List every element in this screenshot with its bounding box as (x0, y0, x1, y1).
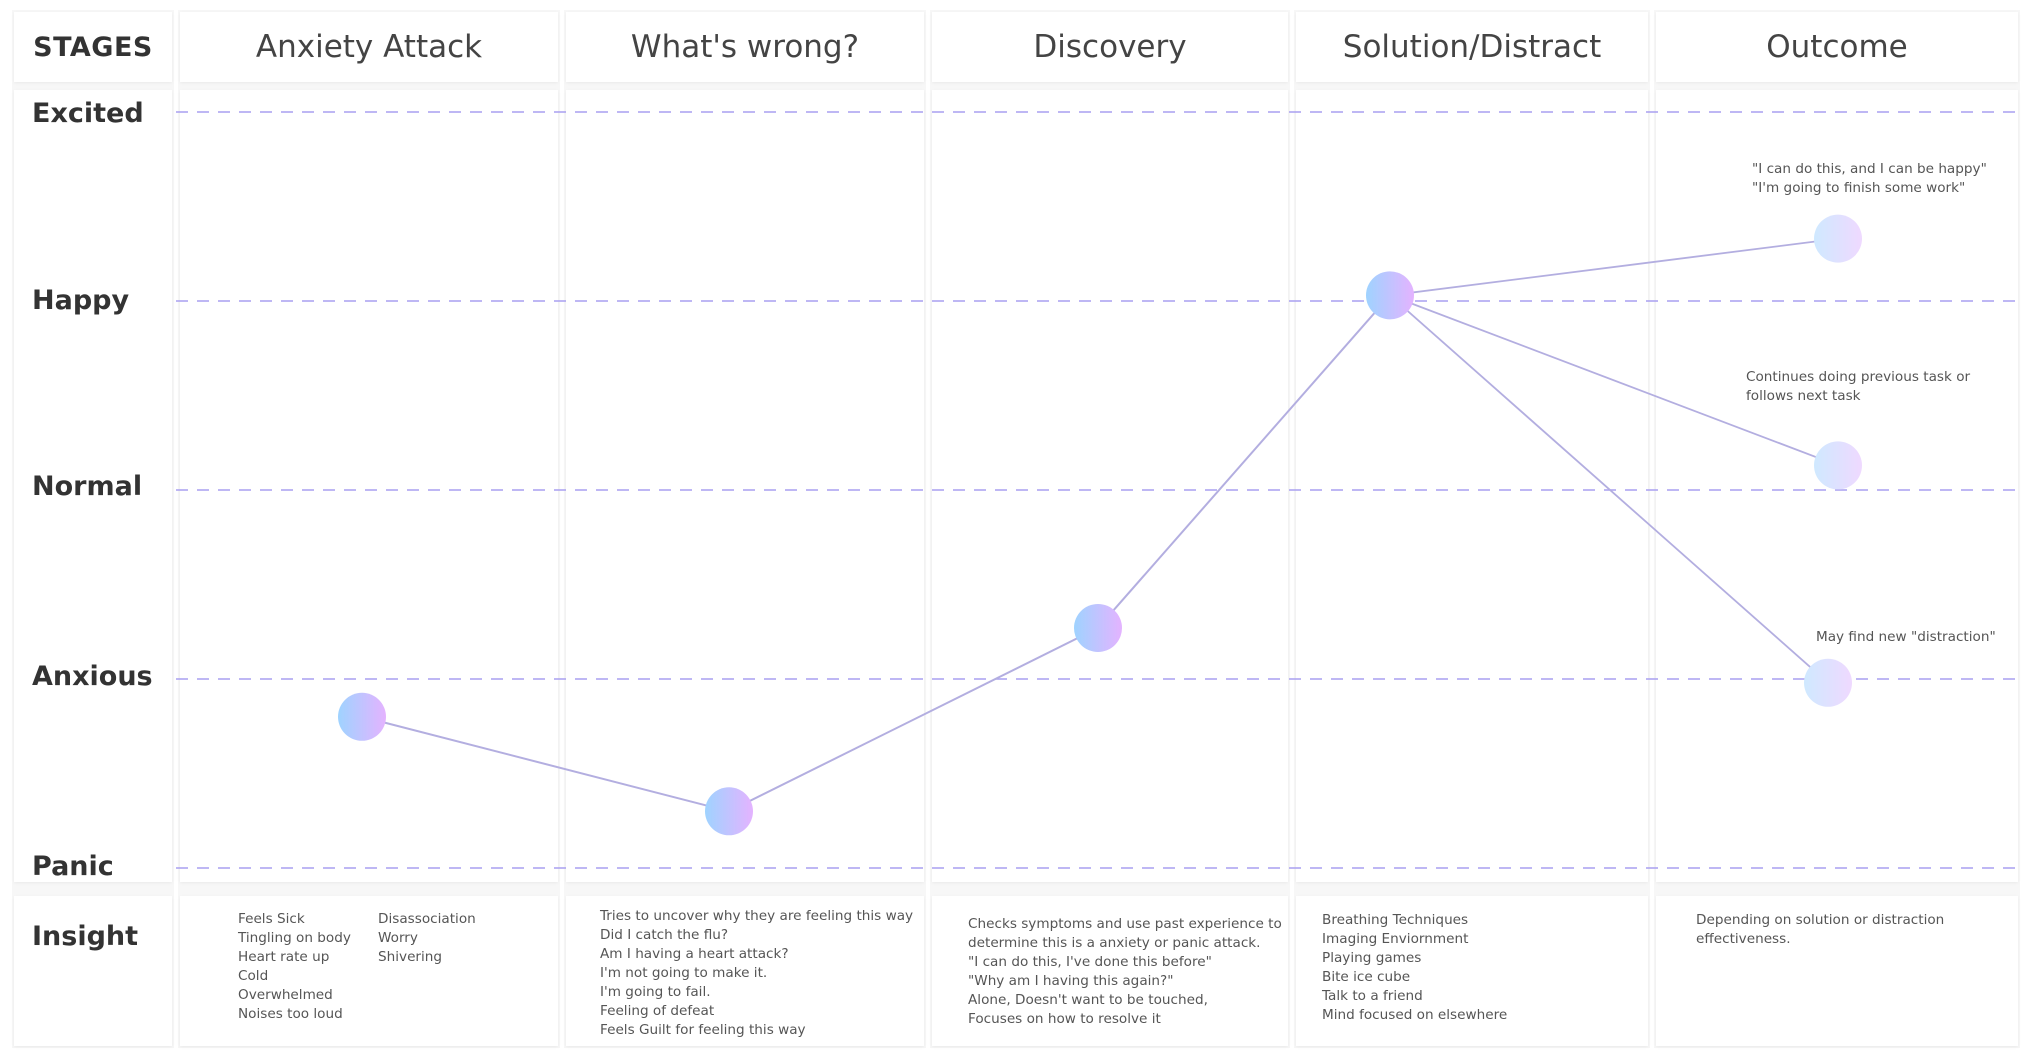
insight-cell-anxiety-attack (180, 896, 558, 1046)
stage-header-anxiety-attack (180, 12, 558, 82)
insight-item: Depending on solution or distraction (1696, 912, 1945, 928)
outcome-node (1814, 441, 1862, 490)
insight-item: Playing games (1322, 950, 1422, 966)
annotation-outcome-anxious: May find new "distraction" (1816, 628, 1996, 647)
emotion-label-anxious: Anxious (32, 661, 153, 692)
stage-header-discovery (932, 12, 1288, 82)
insight-item: Mind focused on elsewhere (1322, 1007, 1508, 1023)
chart-cell-whats-wrong (566, 90, 924, 882)
annotation-outcome-normal: Continues doing previous task or follows… (1746, 368, 1970, 406)
insight-cell-solution (1296, 896, 1648, 1046)
journey-node (705, 787, 753, 836)
journey-connector (728, 627, 1099, 813)
stage-title-anxiety-attack: Anxiety Attack (255, 29, 483, 65)
annotation-line: "I can do this, and I can be happy" (1752, 161, 1987, 177)
insight-item: Focuses on how to resolve it (968, 1011, 1161, 1027)
insight-cell-whats-wrong (566, 896, 924, 1046)
insight-item: determine this is a anxiety or panic att… (968, 935, 1261, 951)
stage-header-solution (1296, 12, 1648, 82)
insight-item: Feeling of defeat (600, 1003, 715, 1019)
stage-header-outcome (1656, 12, 2018, 82)
stage-title-whats-wrong: What's wrong? (630, 29, 860, 65)
journey-node (338, 692, 386, 741)
insight-item: Bite ice cube (1322, 969, 1411, 985)
chart-cell-labels (14, 90, 172, 882)
chart-cell-discovery (932, 90, 1288, 882)
stages-header-cell (14, 12, 172, 82)
insight-list-discovery: Checks symptoms and use past experience … (968, 915, 1282, 1029)
insight-list-anxiety-col1: Feels Sick Tingling on body Heart rate u… (238, 910, 351, 1024)
branch-connector (1389, 294, 1839, 467)
insight-item: Overwhelmed (238, 987, 333, 1003)
insight-item: Alone, Doesn't want to be touched, (968, 992, 1208, 1008)
stage-title-outcome: Outcome (1766, 29, 1908, 65)
insight-item: Checks symptoms and use past experience … (968, 916, 1282, 932)
outcome-node (1804, 658, 1852, 707)
annotation-line: "I'm going to finish some work" (1752, 180, 1966, 196)
emotion-label-excited: Excited (32, 98, 144, 129)
annotation-line: May find new "distraction" (1816, 629, 1996, 645)
emotion-label-happy: Happy (32, 285, 130, 316)
insight-item: Talk to a friend (1322, 988, 1423, 1004)
insight-label: Insight (32, 921, 139, 952)
annotation-line: follows next task (1746, 388, 1861, 404)
insight-item: Feels Guilt for feeling this way (600, 1022, 806, 1038)
insight-item: Noises too loud (238, 1006, 343, 1022)
insight-list-whats-wrong: Tries to uncover why they are feeling th… (600, 907, 913, 1040)
insight-item: Cold (238, 968, 269, 984)
insight-list-anxiety-col2: Disassociation Worry Shivering (378, 910, 476, 967)
insight-item: Tries to uncover why they are feeling th… (600, 908, 914, 924)
branch-connector (1389, 237, 1839, 297)
stage-header-whats-wrong (566, 12, 924, 82)
journey-node (1366, 271, 1414, 320)
journey-connector (1097, 294, 1391, 629)
chart-cell-anxiety-attack (180, 90, 558, 882)
insight-cell-discovery (932, 896, 1288, 1046)
stage-title-discovery: Discovery (1033, 29, 1187, 65)
insight-list-outcome: Depending on solution or distraction eff… (1696, 911, 1944, 949)
annotation-outcome-happy: "I can do this, and I can be happy" "I'm… (1752, 160, 1987, 198)
insight-label-cell (14, 896, 172, 1046)
insight-item: I'm going to fail. (600, 984, 711, 1000)
insight-item: "I can do this, I've done this before" (968, 954, 1212, 970)
insight-item: effectiveness. (1696, 931, 1791, 947)
emotion-label-panic: Panic (32, 851, 114, 882)
insight-item: Did I catch the flu? (600, 927, 729, 943)
journey-connector (361, 715, 730, 813)
insight-item: "Why am I having this again?" (968, 973, 1174, 989)
outcome-node (1814, 214, 1862, 263)
stages-label: STAGES (33, 31, 153, 63)
insight-item: Am I having a heart attack? (600, 946, 789, 962)
branch-connector (1389, 294, 1829, 684)
insight-list-solution: Breathing Techniques Imaging Enviornment… (1322, 911, 1507, 1025)
insight-item: Tingling on body (238, 930, 351, 946)
annotation-line: Continues doing previous task or (1746, 369, 1971, 385)
insight-cell-outcome (1656, 896, 2018, 1046)
insight-item: Shivering (378, 949, 443, 965)
journey-node (1074, 603, 1122, 652)
insight-item: Worry (378, 930, 418, 946)
insight-item: Heart rate up (238, 949, 330, 965)
insight-item: Imaging Enviornment (1322, 931, 1469, 947)
stage-title-solution: Solution/Distract (1342, 29, 1602, 65)
emotion-label-normal: Normal (32, 471, 143, 502)
chart-cell-solution (1296, 90, 1648, 882)
insight-item: Disassociation (378, 911, 476, 927)
insight-item: Feels Sick (238, 911, 305, 927)
insight-item: I'm not going to make it. (600, 965, 768, 981)
insight-item: Breathing Techniques (1322, 912, 1469, 928)
